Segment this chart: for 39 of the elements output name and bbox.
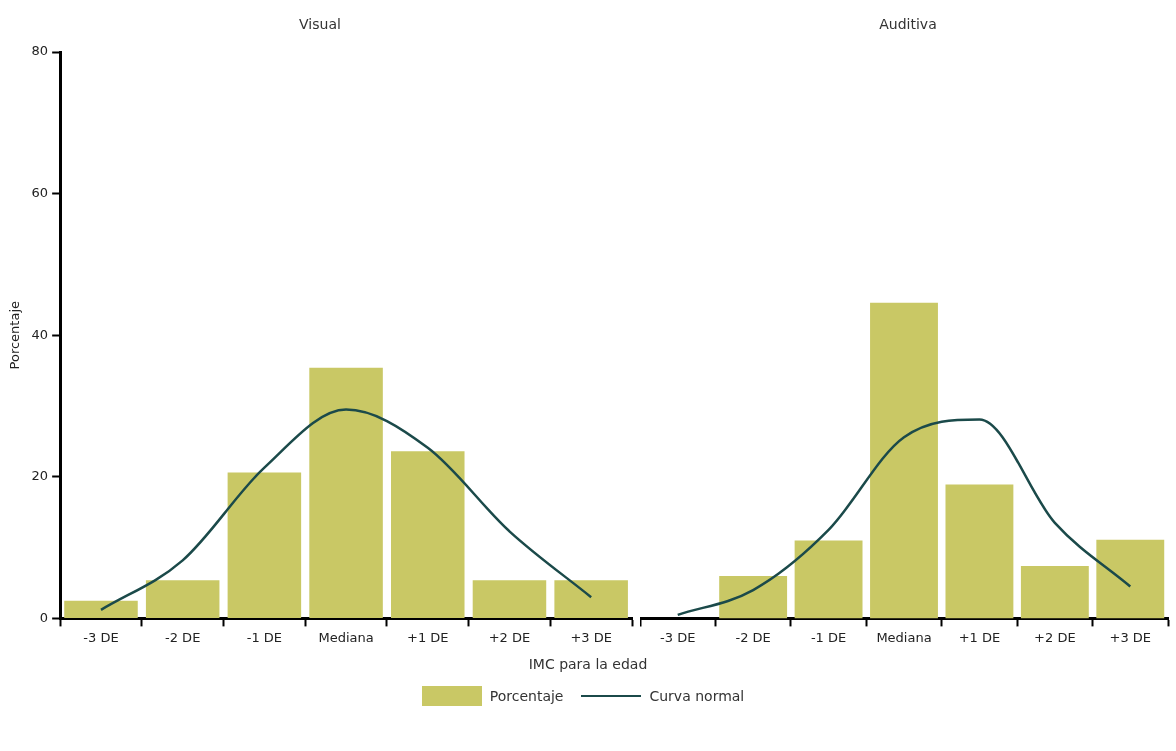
x-tick-label: -2 DE <box>735 629 771 645</box>
x-tick-label: -1 DE <box>810 629 847 645</box>
y-tick-label: 40 <box>31 326 49 342</box>
chart-title: Visual <box>298 15 342 34</box>
line-series <box>99 408 593 612</box>
x-axis-title: IMC para la edad <box>527 656 649 672</box>
legend-label: Curva normal <box>649 688 745 704</box>
y-tick-label: 80 <box>31 43 49 59</box>
bar <box>309 367 383 618</box>
bar <box>1020 566 1089 619</box>
chart-title: Auditiva <box>878 15 938 34</box>
bar <box>64 600 138 618</box>
x-tick-label: -2 DE <box>165 629 201 645</box>
bar <box>719 575 788 619</box>
bar <box>227 472 302 618</box>
x-tick-label: +1 DE <box>958 629 1001 645</box>
x-tick-label: +3 DE <box>1109 629 1152 645</box>
x-tick-label: +2 DE <box>1034 629 1076 645</box>
legend-label: Porcentaje <box>489 688 564 704</box>
y-tick-label: 20 <box>31 468 49 484</box>
bar <box>870 302 938 619</box>
x-tick-label: -3 DE <box>83 629 119 645</box>
x-tick-label: +2 DE <box>488 629 531 645</box>
x-tick-label: +3 DE <box>570 629 612 645</box>
bar <box>472 580 547 618</box>
y-tick-label: 0 <box>39 609 49 625</box>
bar <box>554 580 628 618</box>
x-tick-label: Mediana <box>876 629 932 645</box>
x-tick-label: -1 DE <box>246 629 283 645</box>
bar <box>794 540 863 619</box>
bar <box>145 580 220 618</box>
x-tick-label: Mediana <box>318 629 374 645</box>
bar <box>1096 539 1165 619</box>
bar <box>945 484 1014 619</box>
x-tick-label: +1 DE <box>407 629 449 645</box>
y-axis-title: Porcentaje <box>7 300 23 370</box>
bar <box>391 451 465 618</box>
x-tick-label: -3 DE <box>660 629 696 645</box>
y-tick-label: 60 <box>31 184 49 200</box>
